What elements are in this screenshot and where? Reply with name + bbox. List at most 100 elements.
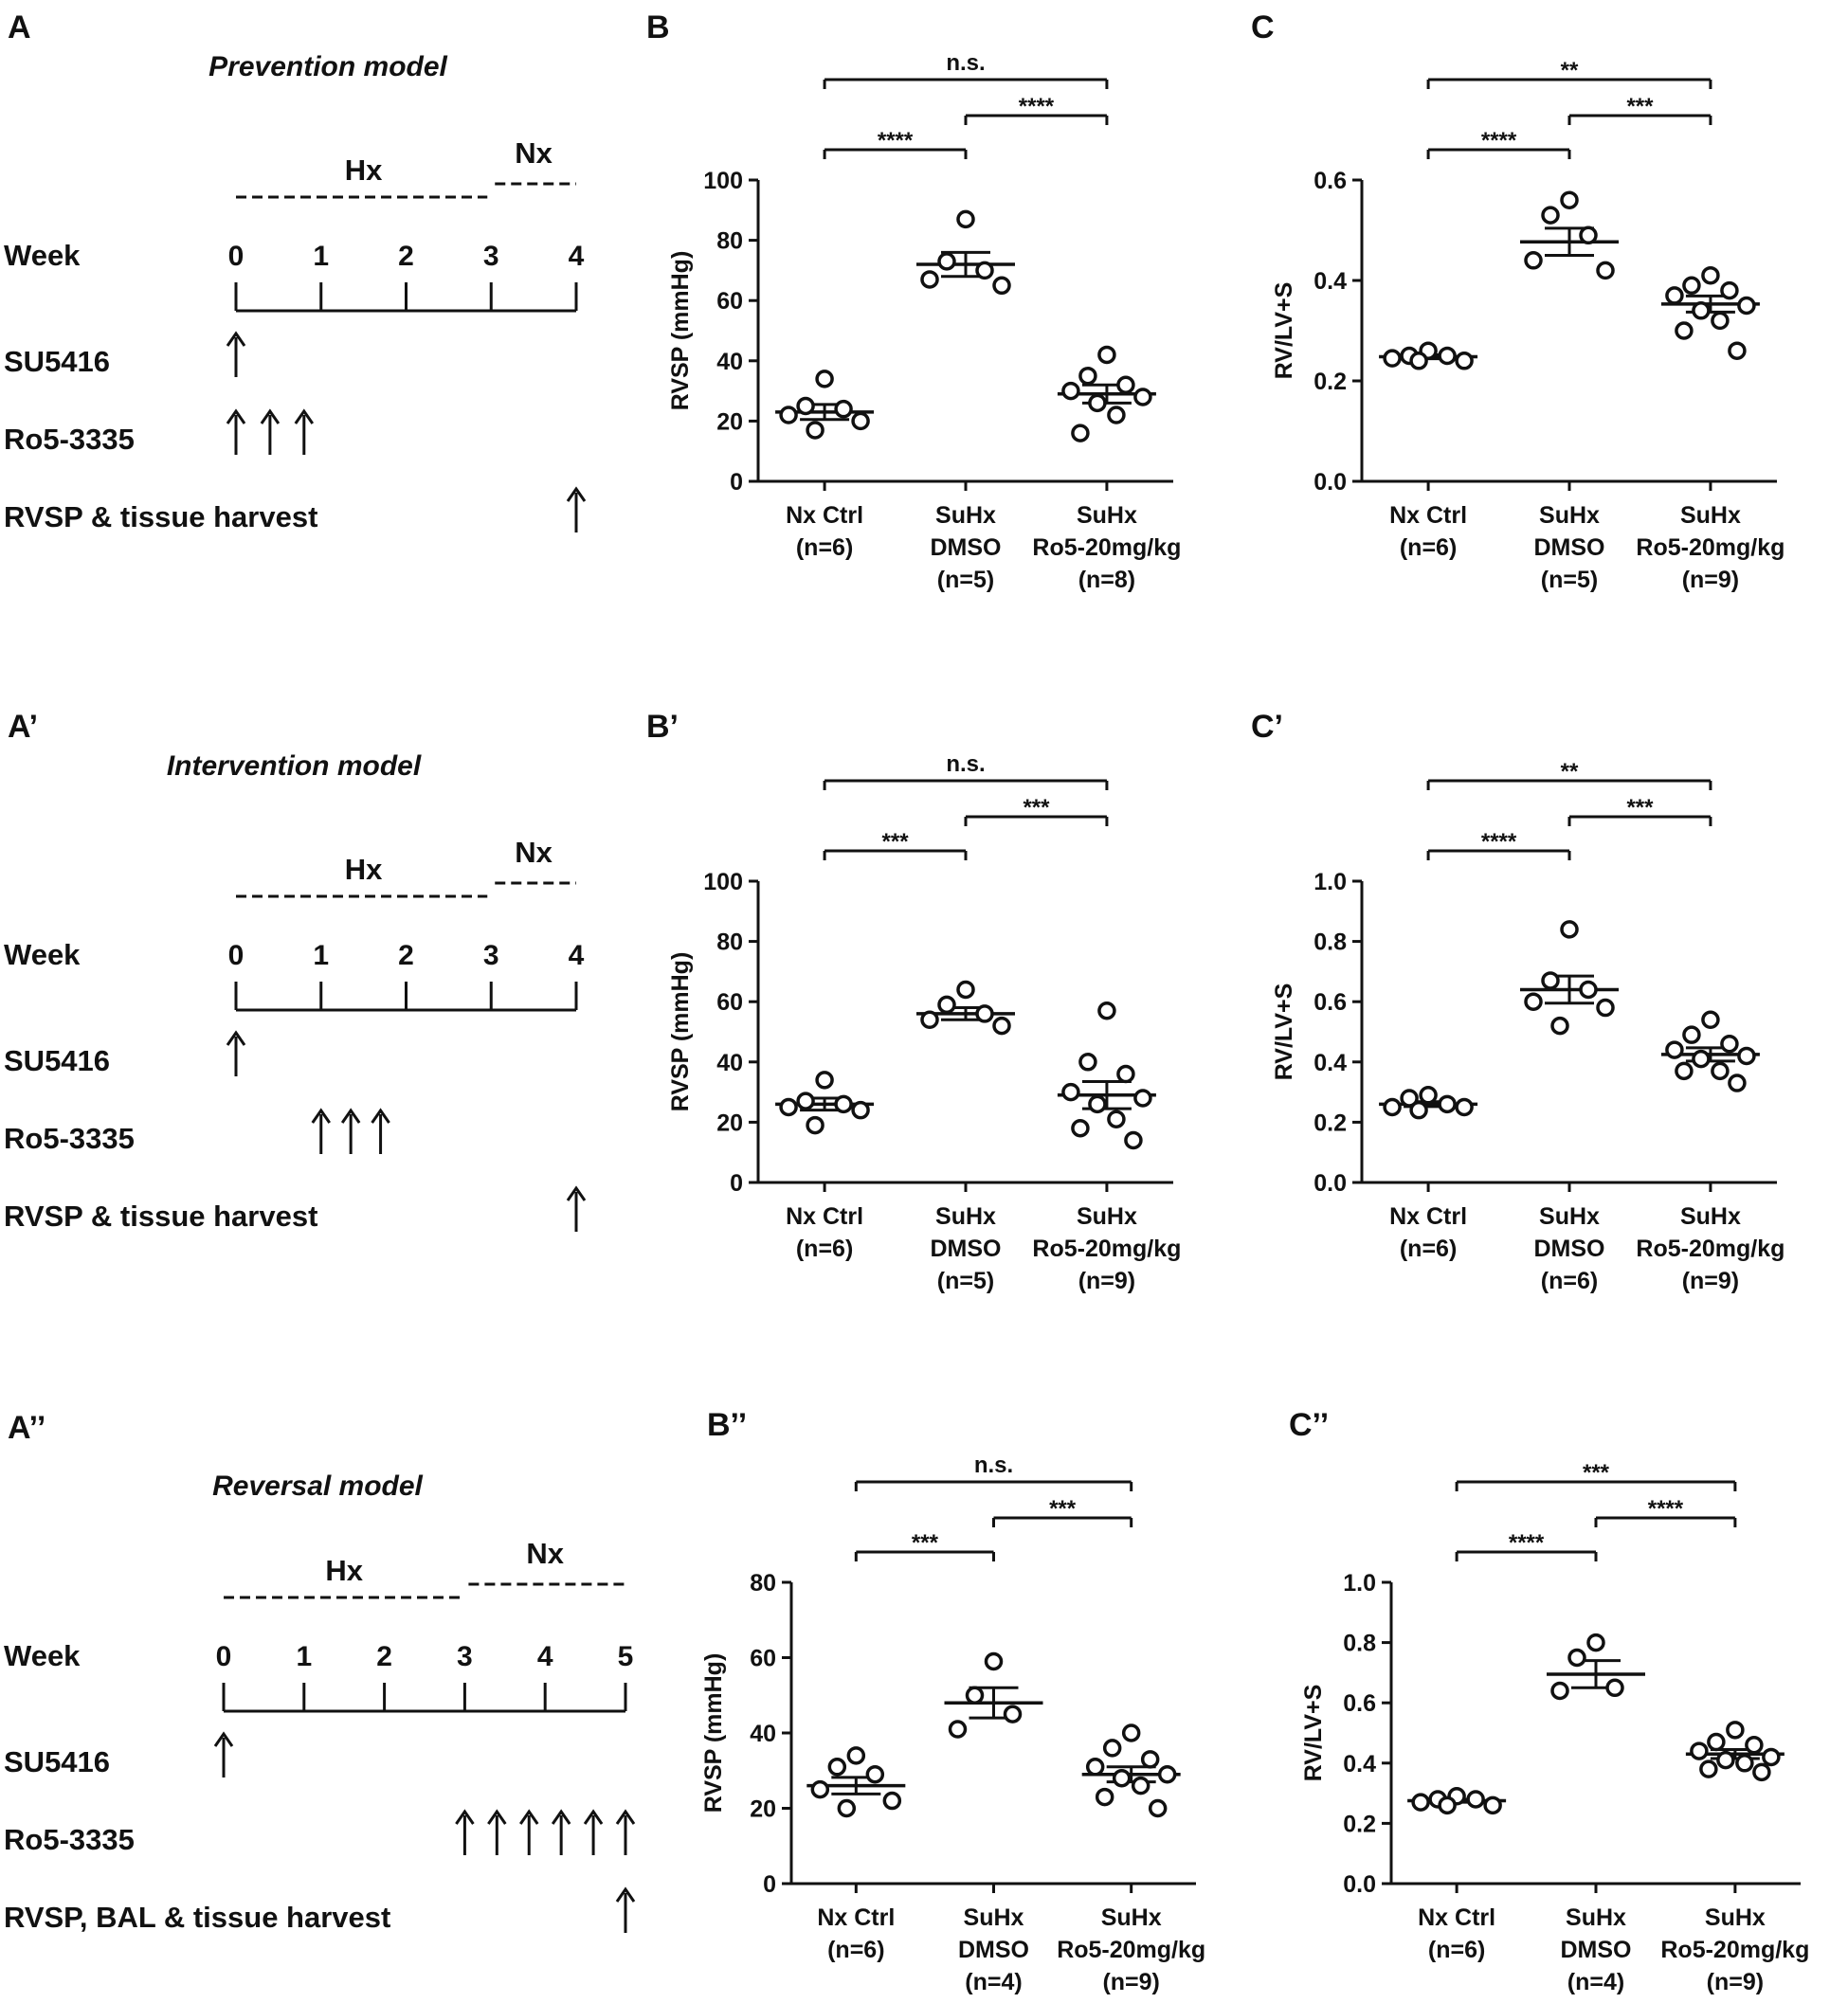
- significance-bracket: ****: [1426, 128, 1571, 159]
- data-point: [1133, 388, 1152, 406]
- data-point: [1579, 980, 1598, 1000]
- dose-arrow: [566, 1185, 587, 1232]
- treatment-row-label: RVSP & tissue harvest: [4, 1200, 317, 1233]
- data-point: [1737, 1046, 1756, 1066]
- arrow-head: [615, 1886, 636, 1903]
- data-point: [1438, 1094, 1457, 1114]
- data-point: [1720, 1034, 1739, 1054]
- data-point: [1483, 1795, 1502, 1815]
- data-point: [956, 980, 975, 1000]
- week-tick-label: 1: [313, 241, 329, 272]
- data-point: [1596, 261, 1615, 280]
- data-point: [1003, 1705, 1023, 1723]
- panel-label: C’: [1251, 709, 1283, 745]
- y-tick-label: 1.0: [1314, 869, 1347, 895]
- significance-bracket: ****: [1426, 829, 1571, 860]
- data-point: [1707, 1732, 1726, 1752]
- category-label: Ro5-20mg/kg: [1057, 1937, 1205, 1963]
- hx-label: Hx: [345, 153, 383, 187]
- significance-bracket: ***: [854, 1530, 995, 1561]
- arrow-head: [583, 1809, 604, 1825]
- data-point: [1701, 265, 1720, 285]
- data-point: [796, 1092, 815, 1110]
- data-point: [1112, 1768, 1132, 1788]
- category-label: SuHx: [935, 1203, 996, 1230]
- significance-bracket: ****: [1594, 1496, 1737, 1527]
- category-label: Nx Ctrl: [1389, 502, 1467, 529]
- data-point: [1550, 1016, 1569, 1036]
- week-tick-label: 3: [483, 241, 499, 272]
- data-point: [815, 370, 834, 388]
- panel-label: C’’: [1289, 1407, 1329, 1443]
- nx-label: Nx: [526, 1537, 564, 1570]
- category-label: Ro5-20mg/kg: [1636, 1236, 1785, 1262]
- category-label: SuHx: [1539, 502, 1600, 529]
- category-label: (n=9): [1682, 1268, 1739, 1294]
- data-point: [1675, 321, 1694, 340]
- hx-label: Hx: [325, 1554, 363, 1587]
- data-point: [1148, 1798, 1168, 1818]
- dose-arrow: [371, 1108, 390, 1154]
- data-point: [1061, 381, 1080, 401]
- data-point: [992, 1016, 1011, 1036]
- significance-bracket: n.s.: [854, 1453, 1133, 1491]
- data-point: [1071, 424, 1090, 442]
- data-point: [1455, 352, 1474, 370]
- category-label: (n=4): [965, 1969, 1022, 1995]
- y-tick-label: 0: [730, 469, 743, 496]
- data-point: [1419, 1086, 1438, 1105]
- week-tick-label: 2: [398, 241, 414, 272]
- y-tick-label: 60: [716, 989, 743, 1016]
- data-point: [882, 1791, 902, 1811]
- arrow-head: [213, 1731, 234, 1747]
- dose-arrow: [551, 1809, 571, 1855]
- data-point: [1560, 920, 1579, 939]
- dose-arrow: [226, 1030, 246, 1076]
- treatment-row-label: RVSP & tissue harvest: [4, 500, 317, 533]
- y-tick-label: 0.4: [1314, 268, 1347, 295]
- significance-label: **: [1561, 759, 1579, 785]
- data-point: [1560, 190, 1579, 209]
- significance-label: n.s.: [946, 50, 985, 76]
- data-point: [1596, 998, 1615, 1018]
- treatment-row-label: Ro5-3335: [4, 1823, 135, 1856]
- timeline-panel: A’ Intervention model Hx Nx Week 0 1 2 3 4 SU5416 R…: [4, 709, 587, 1233]
- treatment-row-label: Ro5-3335: [4, 423, 135, 456]
- week-tick-label: 2: [398, 940, 414, 971]
- data-point: [1675, 1061, 1694, 1081]
- week-tick-label: 4: [569, 241, 585, 272]
- y-tick-label: 0: [763, 1871, 776, 1898]
- dose-arrow: [519, 1809, 539, 1855]
- category-label: DMSO: [1561, 1937, 1632, 1963]
- significance-bracket: ***: [992, 1496, 1133, 1527]
- arrow-head: [340, 1108, 361, 1124]
- data-point: [846, 1746, 866, 1765]
- data-point: [1752, 1762, 1771, 1782]
- data-point: [1095, 1787, 1114, 1807]
- significance-label: ****: [1481, 128, 1517, 153]
- data-point: [1720, 280, 1739, 300]
- category-label: Nx Ctrl: [1418, 1904, 1495, 1931]
- y-tick-label: 20: [716, 1110, 743, 1136]
- data-point: [1579, 226, 1598, 245]
- category-label: (n=9): [1707, 1969, 1764, 1995]
- dose-arrow: [213, 1731, 234, 1777]
- y-tick-label: 0.8: [1343, 1631, 1376, 1657]
- category-label: Ro5-20mg/kg: [1636, 534, 1785, 561]
- data-point: [1735, 1754, 1754, 1773]
- treatment-row-label: SU5416: [4, 1745, 110, 1778]
- data-point: [1701, 1010, 1720, 1030]
- data-point: [1728, 1074, 1747, 1092]
- arrow-head: [226, 408, 246, 424]
- data-point: [920, 1010, 939, 1030]
- y-tick-label: 80: [716, 929, 743, 956]
- timeline-panel: A Prevention model Hx Nx Week 0 1 2 3 4 SU5416 Ro5-…: [4, 9, 587, 533]
- y-tick-label: 0.8: [1314, 929, 1347, 956]
- arrow-head: [226, 1030, 246, 1046]
- data-point: [1524, 992, 1543, 1011]
- week-tick-label: 3: [483, 940, 499, 971]
- model-title: Intervention model: [167, 750, 422, 782]
- significance-bracket: ***: [1567, 94, 1712, 125]
- data-point: [1665, 1040, 1684, 1059]
- y-tick-label: 1.0: [1343, 1570, 1376, 1597]
